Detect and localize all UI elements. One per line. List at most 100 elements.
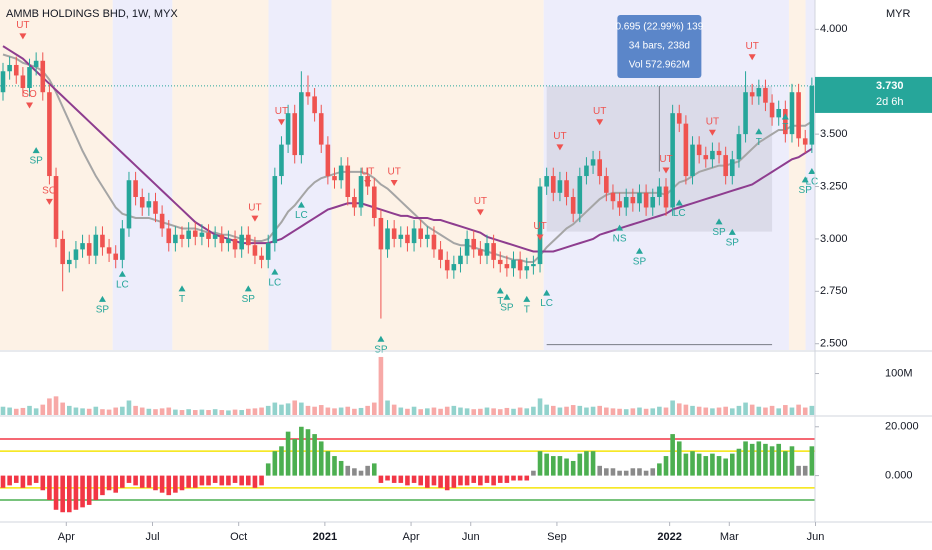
oscillator-bar [710, 453, 715, 476]
oscillator-bar [325, 451, 331, 476]
signal-marker [244, 285, 252, 292]
volume-bar [491, 408, 496, 415]
candle-body [491, 243, 496, 260]
oscillator-bar [60, 475, 65, 513]
oscillator-bar [232, 475, 238, 483]
candle-body [643, 192, 649, 208]
oscillator-bar [113, 475, 119, 493]
oscillator-bar [252, 475, 258, 488]
candle-body [478, 249, 483, 256]
candle-body [756, 88, 762, 97]
candle-body [504, 264, 510, 269]
signal-marker [364, 180, 372, 187]
last-price-box [815, 76, 932, 113]
x-tick-label: Oct [230, 531, 247, 543]
volume-bar [504, 407, 510, 415]
oscillator-bar [670, 434, 675, 476]
candle-body [305, 92, 311, 97]
volume-bar [153, 409, 158, 415]
signal-label: UT [16, 20, 29, 31]
volume-bar [458, 407, 463, 415]
oscillator-bar [385, 475, 390, 481]
signal-label: UT [248, 202, 261, 213]
candle-body [7, 64, 12, 72]
signal-marker [251, 215, 259, 222]
candle-body [471, 238, 477, 250]
signal-marker [98, 295, 106, 302]
candle-body [292, 113, 298, 156]
candle-body [265, 243, 271, 260]
signal-marker [801, 176, 809, 183]
volume-bar [411, 406, 417, 415]
candle-body [544, 176, 549, 187]
signal-marker [728, 228, 736, 235]
volume-bar [126, 400, 132, 415]
candle-body [524, 266, 530, 271]
oscillator-bar [431, 475, 437, 486]
volume-bar [352, 408, 357, 415]
oscillator-bar [7, 475, 12, 486]
candle-body [93, 234, 99, 256]
candle-body [637, 192, 642, 204]
candle-body [53, 176, 59, 239]
oscillator-bar [511, 475, 516, 481]
candle-body [279, 144, 284, 177]
volume-bar [199, 409, 205, 415]
candle-body [630, 197, 636, 204]
measure-tooltip [617, 15, 702, 78]
signal-label: SO [22, 89, 37, 100]
volume-bar [425, 408, 430, 415]
oscillator-bar [451, 475, 457, 488]
oscillator-bar [279, 446, 284, 476]
session-band [112, 0, 173, 350]
oscillator-bar [491, 475, 496, 486]
candle-body [809, 85, 815, 145]
candle-body [557, 180, 563, 193]
candle-body [763, 88, 768, 103]
oscillator-bar [749, 443, 755, 476]
oscillator-bar [199, 475, 205, 486]
candle-body [564, 180, 569, 198]
volume-bar [338, 407, 344, 415]
volume-bar [597, 405, 602, 415]
candle-body [696, 144, 702, 156]
oscillator-bar [20, 475, 26, 488]
candle-body [676, 113, 682, 124]
oscillator-bar [173, 475, 178, 493]
y-tick-label: 4.000 [820, 23, 848, 35]
oscillator-bar [504, 475, 510, 483]
candle-body [444, 259, 450, 271]
signal-label: SO [42, 186, 57, 197]
oscillator-bar [736, 448, 742, 476]
volume-bar [7, 407, 12, 415]
signal-label: LC [295, 210, 308, 221]
oscillator-bar [458, 475, 463, 486]
candle-body [371, 186, 377, 218]
candle-body [60, 238, 65, 265]
oscillator-bar [133, 475, 138, 486]
candle-body [106, 247, 112, 254]
signal-marker [781, 113, 789, 120]
signal-marker [26, 102, 34, 109]
candle-body [690, 144, 695, 177]
x-tick-label: Jun [462, 531, 480, 543]
signal-label: UT [659, 154, 672, 165]
volume-bar [391, 404, 397, 415]
signal-label: UT [533, 221, 546, 232]
volume-bar [27, 405, 32, 415]
oscillator-bar [120, 475, 125, 488]
signal-marker [808, 168, 816, 175]
oscillator-bar [179, 475, 185, 491]
candle-body [325, 144, 331, 177]
signal-label: SP [374, 344, 388, 355]
oscillator-bar [411, 475, 417, 483]
signal-label: LC [268, 277, 281, 288]
volume-bar [120, 406, 125, 415]
oscillator-bar [391, 475, 397, 483]
volume-bar [650, 408, 656, 415]
oscillator-bar [730, 453, 735, 476]
volume-bar [192, 410, 198, 415]
candle-body [710, 150, 715, 160]
volume-bar [696, 406, 702, 415]
oscillator-bar [597, 465, 602, 476]
